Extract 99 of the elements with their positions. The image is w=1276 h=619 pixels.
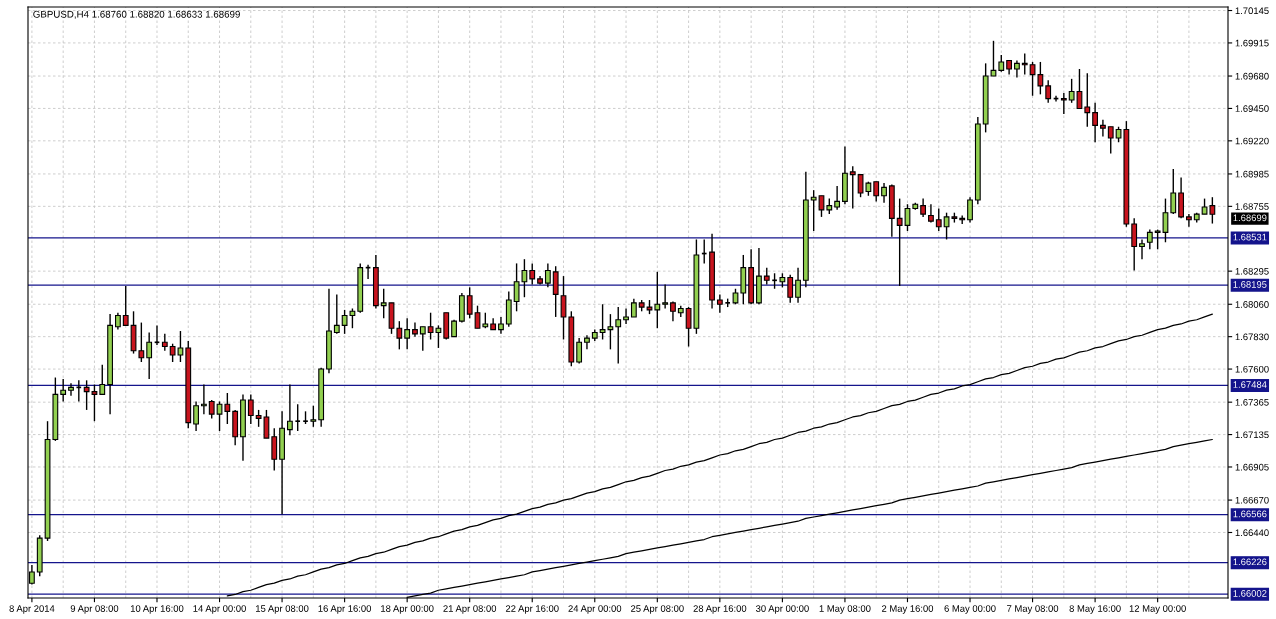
candlestick [716, 293, 723, 314]
text: 1.68699 [1233, 214, 1267, 222]
candlestick [466, 286, 473, 320]
candlestick [294, 403, 301, 432]
y-tick-label: 1.66440 [1235, 529, 1269, 536]
ref-line-label: 1.68531 [1233, 233, 1267, 241]
y-tick-label: 1.68985 [1235, 170, 1269, 178]
x-tick-label: 25 Apr 08:00 [631, 605, 684, 614]
candlestick [404, 317, 411, 351]
candlestick [161, 333, 168, 352]
x-tick-label: 30 Apr 00:00 [755, 605, 809, 614]
candlestick [544, 262, 551, 289]
candlestick [529, 262, 536, 286]
x-tick-label: 6 May 00:00 [944, 605, 996, 614]
candlestick [380, 288, 387, 320]
candlestick [333, 293, 340, 335]
candlestick [146, 331, 153, 380]
candlestick [787, 273, 794, 304]
x-tick-label: 8 May 16:00 [1069, 605, 1121, 614]
candlestick [419, 326, 426, 352]
ref-line-label: 1.66002 [1233, 590, 1267, 597]
candlestick [654, 271, 661, 329]
ref-line-label: 1.68195 [1233, 281, 1267, 288]
x-tick-label: 28 Apr 16:00 [693, 605, 747, 614]
candlestick [873, 180, 880, 203]
y-tick-label: 1.66905 [1235, 463, 1269, 471]
y-tick-label: 1.68295 [1235, 267, 1269, 275]
x-tick-label: 7 May 08:00 [1007, 605, 1059, 614]
x-tick-label: 10 Apr 16:00 [130, 605, 184, 614]
candlestick [286, 383, 293, 436]
candlestick [68, 382, 74, 397]
candlestick [200, 383, 207, 415]
candlestick [247, 393, 254, 425]
candlestick [795, 266, 801, 304]
ref-line-label: 1.66566 [1233, 510, 1267, 518]
candlestick [552, 265, 559, 318]
y-tick-label: 1.69220 [1235, 137, 1269, 145]
candlestick [193, 400, 199, 432]
candlestick [967, 196, 973, 224]
y-tick-label: 1.70145 [1235, 7, 1269, 15]
candlestick [670, 300, 676, 322]
y-tick-label: 1.68755 [1235, 203, 1269, 210]
x-tick-label: 15 Apr 08:00 [256, 605, 309, 614]
ref-line-label: 1.66226 [1233, 558, 1267, 566]
candlestick [1092, 102, 1099, 143]
candlestick [623, 307, 629, 325]
y-tick-label: 1.68060 [1235, 301, 1269, 308]
x-tick-label: 16 Apr 16:00 [318, 605, 372, 614]
candlestick [920, 197, 927, 218]
candlestick [1107, 126, 1114, 155]
candlestick [99, 364, 106, 396]
candlestick [1139, 238, 1145, 260]
y-tick-label: 1.67600 [1235, 365, 1269, 373]
candlestick [615, 306, 622, 365]
candlestick [1131, 217, 1138, 272]
y-tick-label: 1.69915 [1235, 39, 1269, 47]
y-tick-label: 1.67365 [1235, 399, 1269, 406]
candlestick [1170, 168, 1177, 215]
candlestick [630, 297, 637, 318]
candlestick [208, 399, 215, 420]
x-tick-label: 18 Apr 00:00 [381, 605, 434, 614]
candlestick [849, 165, 856, 210]
x-tick-label: 2 May 16:00 [881, 605, 934, 614]
x-tick-label: 22 Apr 16:00 [505, 605, 559, 614]
candlestick [1060, 92, 1067, 115]
candlestick [1021, 52, 1028, 76]
x-tick-label: 14 Apr 00:00 [193, 605, 246, 614]
candlestick [1045, 79, 1052, 104]
x-tick-label: 24 Apr 00:00 [568, 605, 622, 614]
candlestick [935, 207, 942, 232]
candlestick [662, 283, 669, 310]
y-tick-label: 1.67135 [1235, 431, 1269, 439]
candlestick [576, 337, 583, 365]
x-tick-label: 8 Apr 2014 [9, 605, 55, 614]
candlestick [505, 290, 512, 328]
chart-title: GBPUSD,H4 1.68760 1.68820 1.68633 1.68699 [33, 10, 240, 19]
y-tick-label: 1.69450 [1235, 105, 1269, 112]
candlestick [310, 405, 317, 428]
ref-line-label: 1.67484 [1233, 381, 1267, 388]
x-tick-label: 12 May 00:00 [1129, 605, 1186, 614]
candlestick [1100, 119, 1106, 138]
x-tick-label: 21 Apr 08:00 [443, 605, 497, 614]
candlestick [271, 427, 278, 472]
candlestick [881, 182, 887, 204]
candlestick [928, 203, 934, 224]
candlestick [1178, 176, 1184, 220]
candlestick [1084, 72, 1091, 128]
y-tick-label: 1.69680 [1235, 72, 1269, 80]
candlestick [1186, 213, 1192, 228]
candlestick [1146, 228, 1153, 251]
candlestick [122, 285, 129, 327]
x-tick-label: 1 May 08:00 [819, 605, 871, 614]
candlestick [834, 185, 841, 211]
candlestick [412, 321, 418, 338]
x-tick-label: 9 Apr 08:00 [70, 605, 119, 614]
y-tick-label: 1.66670 [1235, 496, 1269, 504]
candlestick [60, 378, 67, 403]
y-tick-label: 1.67830 [1235, 333, 1269, 341]
candlestick [153, 324, 161, 346]
